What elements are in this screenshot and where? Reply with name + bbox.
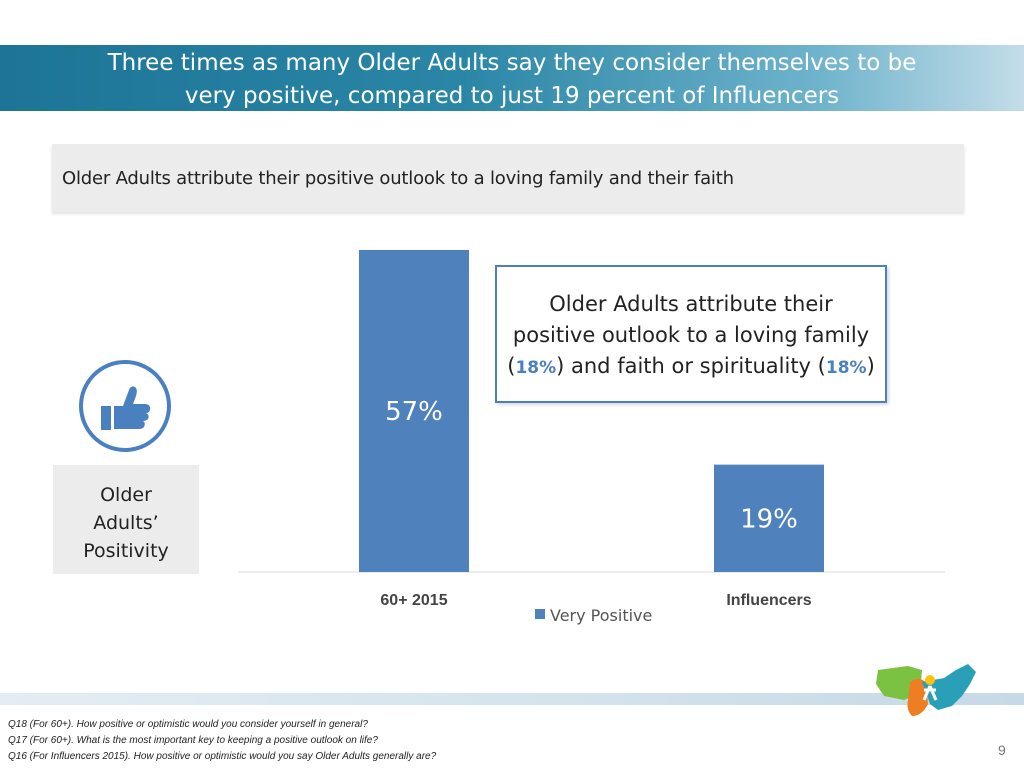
bar-0 xyxy=(359,249,469,572)
subtitle-box: Older Adults attribute their positive ou… xyxy=(52,144,964,212)
title-line-2: very positive, compared to just 19 perce… xyxy=(184,83,840,109)
callout-text: Older Adults attribute their positive ou… xyxy=(497,289,885,384)
legend-label: Very Positive xyxy=(550,606,652,625)
callout-line-1: Older Adults attribute their xyxy=(549,292,833,316)
callout-line-2: positive outlook to a loving family xyxy=(512,323,870,347)
callout-line-3-mid: ) and faith or spirituality ( xyxy=(556,354,826,378)
side-label-box: Older Adults’ Positivity xyxy=(53,465,199,574)
footnotes: Q18 (For 60+). How positive or optimisti… xyxy=(8,717,436,765)
data-label-0: 57% xyxy=(385,397,443,427)
data-label-1: 19% xyxy=(740,504,798,534)
legend-swatch xyxy=(535,609,545,619)
footnote-q16: Q16 (For Influencers 2015). How positive… xyxy=(8,751,437,762)
us-map-logo xyxy=(876,664,976,716)
family-pct: 18% xyxy=(515,358,557,378)
x-tick-label-1: Influencers xyxy=(726,592,811,609)
footer-band xyxy=(0,693,1024,705)
subtitle-text: Older Adults attribute their positive ou… xyxy=(62,168,734,189)
side-label: Older Adults’ Positivity xyxy=(83,484,169,562)
paren-close: ) xyxy=(866,354,875,378)
faith-pct: 18% xyxy=(825,358,867,378)
x-tick-label-0: 60+ 2015 xyxy=(380,592,447,609)
title-line-1: Three times as many Older Adults say the… xyxy=(107,50,917,76)
callout-box: Older Adults attribute their positive ou… xyxy=(495,265,887,403)
page-title: Three times as many Older Adults say the… xyxy=(60,47,964,113)
footnote-q18: Q18 (For 60+). How positive or optimisti… xyxy=(8,719,368,730)
callout-line-3: (18%) and faith or spirituality (18%) xyxy=(497,351,885,384)
footnote-q17: Q17 (For 60+). What is the most importan… xyxy=(8,735,378,746)
page-number: 9 xyxy=(998,742,1006,758)
title-bar: Three times as many Older Adults say the… xyxy=(0,45,1024,111)
thumbs-up-icon xyxy=(79,360,171,452)
bar-1 xyxy=(714,464,824,572)
paren-open: ( xyxy=(507,354,516,378)
